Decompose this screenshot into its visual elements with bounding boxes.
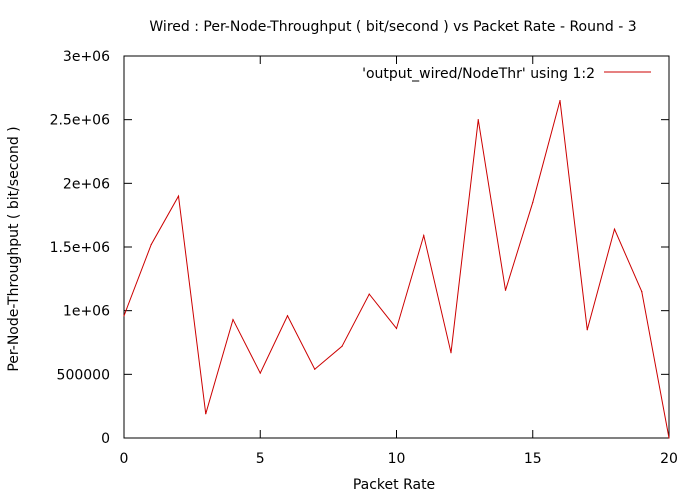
x-axis-label: Packet Rate bbox=[353, 477, 435, 493]
y-ticks: 0 500000 1e+06 1.5e+06 2e+06 2.5e+06 3e+06 bbox=[50, 49, 669, 447]
x-tick-label: 15 bbox=[524, 451, 542, 467]
legend-label: 'output_wired/NodeThr' using 1:2 bbox=[362, 66, 595, 82]
data-point bbox=[150, 243, 152, 246]
y-tick: 0 bbox=[101, 431, 669, 447]
y-tick-label: 2.5e+06 bbox=[50, 113, 111, 129]
y-tick-label: 1.5e+06 bbox=[50, 240, 111, 256]
y-tick: 2e+06 bbox=[63, 176, 669, 192]
x-tick: 0 bbox=[120, 56, 129, 467]
chart-title: Wired : Per-Node-Throughput ( bit/second… bbox=[149, 19, 636, 35]
data-point bbox=[477, 119, 479, 121]
data-point bbox=[341, 345, 343, 347]
data-point bbox=[177, 195, 180, 197]
x-tick: 10 bbox=[388, 56, 406, 467]
y-tick: 2.5e+06 bbox=[50, 113, 669, 129]
plot-frame bbox=[123, 55, 670, 439]
legend: 'output_wired/NodeThr' using 1:2 bbox=[362, 66, 651, 82]
x-tick-label: 5 bbox=[256, 451, 265, 467]
series-layer bbox=[123, 99, 670, 439]
x-tick-label: 20 bbox=[660, 451, 678, 467]
data-point bbox=[314, 368, 316, 370]
y-tick-label: 2e+06 bbox=[63, 176, 110, 192]
series-line-0 bbox=[123, 100, 670, 439]
y-tick: 500000 bbox=[57, 367, 669, 383]
data-point bbox=[668, 437, 670, 439]
data-point bbox=[504, 289, 507, 291]
y-tick-label: 3e+06 bbox=[63, 49, 110, 65]
data-point bbox=[205, 413, 207, 415]
data-point bbox=[586, 329, 588, 331]
data-point bbox=[395, 327, 398, 330]
x-ticks: 0 5 10 15 20 bbox=[120, 56, 678, 467]
y-axis-label: Per-Node-Throughput ( bit/second ) bbox=[6, 126, 22, 371]
data-point bbox=[641, 290, 643, 293]
y-tick: 1.5e+06 bbox=[50, 240, 669, 256]
data-point bbox=[286, 315, 289, 317]
y-tick: 1e+06 bbox=[63, 304, 669, 320]
x-tick: 15 bbox=[524, 56, 542, 467]
y-tick-label: 1e+06 bbox=[63, 304, 110, 320]
data-point bbox=[532, 201, 534, 204]
data-point bbox=[559, 99, 561, 102]
data-point bbox=[368, 293, 370, 295]
data-point bbox=[423, 234, 425, 237]
x-tick: 5 bbox=[256, 56, 265, 467]
data-point bbox=[232, 318, 234, 321]
y-tick-label: 500000 bbox=[57, 367, 110, 383]
x-tick-label: 0 bbox=[120, 451, 129, 467]
x-tick-label: 10 bbox=[388, 451, 406, 467]
data-point bbox=[259, 372, 261, 374]
data-point bbox=[450, 352, 452, 354]
data-point bbox=[123, 315, 125, 317]
y-tick: 3e+06 bbox=[63, 49, 669, 65]
y-tick-label: 0 bbox=[101, 431, 110, 447]
data-point bbox=[613, 228, 616, 230]
